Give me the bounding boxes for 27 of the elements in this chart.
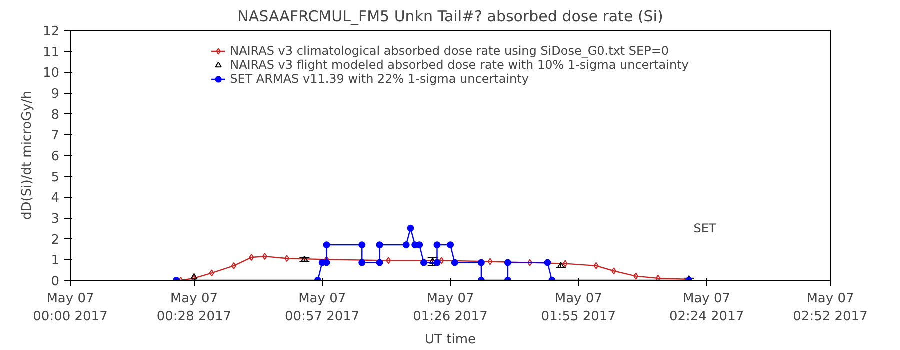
y-tick-label: 1 — [51, 254, 60, 269]
y-tick-label: 11 — [42, 45, 60, 60]
x-axis-title: UT time — [425, 332, 476, 348]
x-tick-label: May 07 02:52 2017 — [793, 292, 868, 324]
y-tick-label: 10 — [42, 66, 60, 82]
y-axis-title: dD(Si)/dt microGy/h — [20, 91, 35, 220]
chart-title: NASAAFRCMUL_FM5 Unkn Tail#? absorbed dose rate (Si) — [238, 8, 664, 26]
x-tick-label: May 07 00:00 2017 — [33, 292, 108, 324]
legend-label: NAIRAS v3 flight modeled absorbed dose rate with 10% 1-sigma uncertainty — [230, 58, 689, 72]
x-tick-label: May 07 00:57 2017 — [285, 292, 360, 324]
y-tick-label: 4 — [51, 191, 60, 206]
y-tick-label: 5 — [51, 170, 60, 186]
annotation: SET — [694, 222, 717, 236]
x-tick-label: May 07 01:26 2017 — [413, 292, 488, 324]
y-tick-label: 3 — [51, 212, 60, 227]
y-tick-label: 7 — [51, 128, 60, 144]
x-tick-label: May 07 01:55 2017 — [541, 292, 616, 324]
x-tick-label: May 07 02:24 2017 — [669, 292, 744, 324]
y-tick-label: 8 — [51, 108, 60, 123]
y-tick-label: 12 — [42, 24, 60, 40]
legend-label: SET ARMAS v11.39 with 22% 1-sigma uncertainty — [230, 72, 529, 86]
y-tick-label: 2 — [51, 232, 60, 248]
x-tick-label: May 07 00:28 2017 — [156, 292, 232, 324]
legend-label: NAIRAS v3 climatological absorbed dose rate using SiDose_G0.txt SEP=0 — [230, 44, 670, 58]
y-tick-label: 6 — [51, 150, 60, 164]
y-tick-label: 9 — [51, 87, 60, 102]
y-tick-label: 0 — [51, 274, 60, 290]
